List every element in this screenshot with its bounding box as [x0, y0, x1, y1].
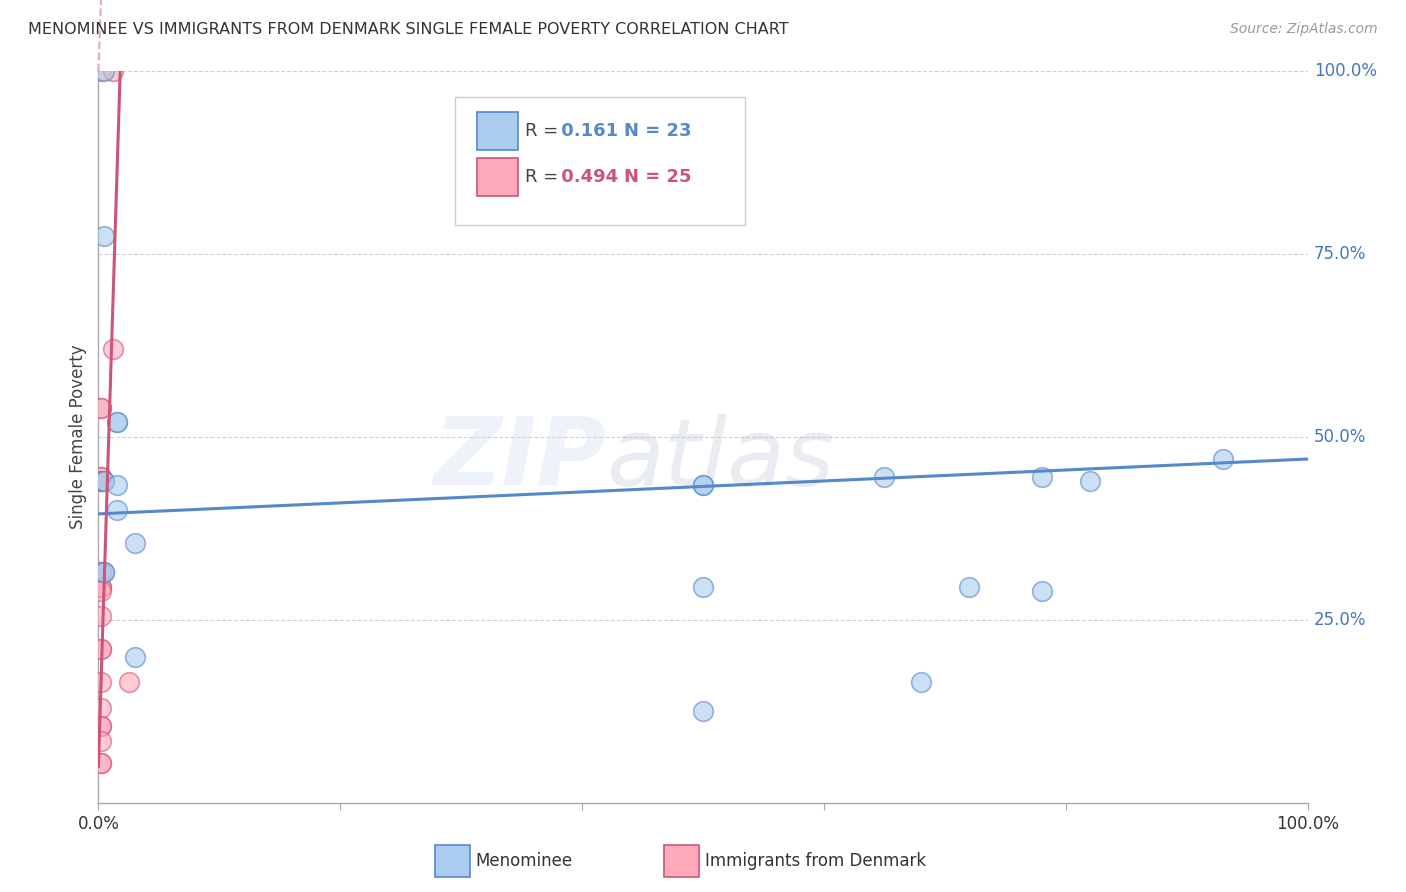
- Point: [90, 583, 112, 598]
- Point: [957, 580, 980, 594]
- Text: 25.0%: 25.0%: [1313, 611, 1367, 629]
- FancyBboxPatch shape: [477, 158, 517, 195]
- Point: [1031, 583, 1053, 598]
- Point: [90, 756, 112, 770]
- Text: Source: ZipAtlas.com: Source: ZipAtlas.com: [1230, 22, 1378, 37]
- Point: [90, 566, 112, 580]
- Point: [692, 477, 714, 491]
- Text: R =: R =: [526, 121, 558, 140]
- Point: [90, 719, 112, 733]
- Point: [90, 700, 112, 714]
- Point: [90, 401, 112, 415]
- FancyBboxPatch shape: [456, 97, 745, 225]
- FancyBboxPatch shape: [477, 112, 517, 150]
- Point: [90, 756, 112, 770]
- Text: Menominee: Menominee: [475, 853, 572, 871]
- Text: N = 25: N = 25: [624, 168, 692, 186]
- FancyBboxPatch shape: [434, 846, 470, 878]
- Point: [93, 566, 115, 580]
- Point: [910, 675, 932, 690]
- Point: [124, 536, 146, 550]
- Text: R =: R =: [526, 168, 558, 186]
- Point: [93, 474, 115, 488]
- Point: [93, 64, 115, 78]
- Text: ZIP: ZIP: [433, 413, 606, 505]
- Point: [93, 228, 115, 243]
- Point: [90, 470, 112, 484]
- Point: [90, 642, 112, 657]
- Text: Immigrants from Denmark: Immigrants from Denmark: [706, 853, 927, 871]
- Text: atlas: atlas: [606, 414, 835, 505]
- Point: [692, 705, 714, 719]
- Point: [90, 719, 112, 733]
- Point: [90, 580, 112, 594]
- Point: [93, 474, 115, 488]
- Point: [101, 64, 124, 78]
- Point: [93, 566, 115, 580]
- Point: [90, 675, 112, 690]
- Text: 50.0%: 50.0%: [1313, 428, 1367, 446]
- Point: [90, 609, 112, 624]
- Point: [118, 675, 141, 690]
- Point: [90, 580, 112, 594]
- Point: [90, 642, 112, 657]
- Text: MENOMINEE VS IMMIGRANTS FROM DENMARK SINGLE FEMALE POVERTY CORRELATION CHART: MENOMINEE VS IMMIGRANTS FROM DENMARK SIN…: [28, 22, 789, 37]
- Point: [1031, 470, 1053, 484]
- Point: [1078, 474, 1101, 488]
- Text: 100.0%: 100.0%: [1313, 62, 1376, 80]
- Point: [90, 470, 112, 484]
- Point: [105, 416, 128, 430]
- Y-axis label: Single Female Poverty: Single Female Poverty: [69, 345, 87, 529]
- Point: [90, 474, 112, 488]
- Point: [124, 649, 146, 664]
- Text: 75.0%: 75.0%: [1313, 245, 1367, 263]
- Point: [90, 733, 112, 747]
- Point: [105, 416, 128, 430]
- Point: [873, 470, 896, 484]
- Text: 0.161: 0.161: [555, 121, 619, 140]
- Point: [90, 566, 112, 580]
- Point: [692, 477, 714, 491]
- Point: [105, 477, 128, 491]
- Point: [1212, 452, 1234, 467]
- Point: [90, 474, 112, 488]
- Text: 0.494: 0.494: [555, 168, 619, 186]
- Point: [90, 64, 112, 78]
- Point: [105, 503, 128, 517]
- Point: [101, 343, 124, 357]
- Point: [90, 401, 112, 415]
- Text: N = 23: N = 23: [624, 121, 692, 140]
- FancyBboxPatch shape: [664, 846, 699, 878]
- Point: [692, 580, 714, 594]
